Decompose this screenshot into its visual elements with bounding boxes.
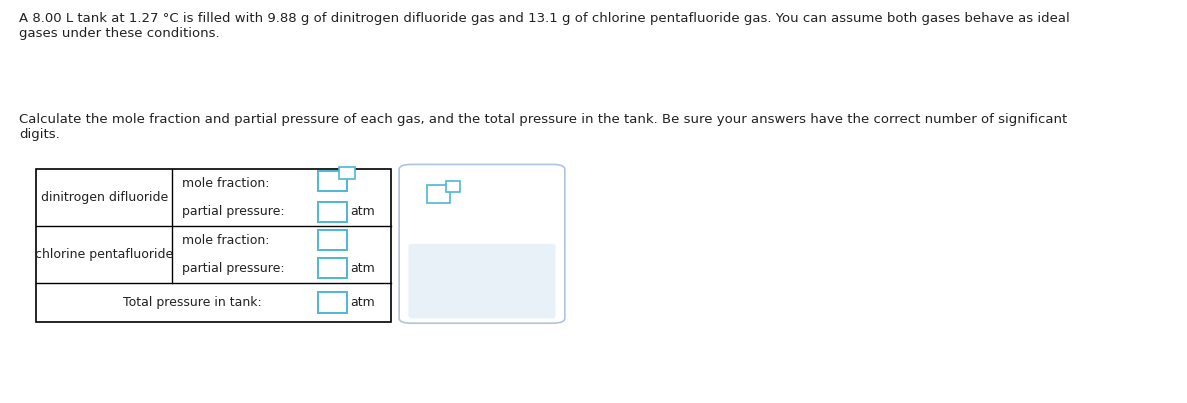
FancyBboxPatch shape	[408, 244, 556, 318]
FancyBboxPatch shape	[318, 171, 347, 191]
FancyBboxPatch shape	[446, 181, 459, 192]
Text: ↺: ↺	[459, 272, 475, 290]
FancyBboxPatch shape	[338, 167, 355, 179]
FancyBboxPatch shape	[427, 185, 450, 203]
Text: A 8.00 L tank at 1.27 °C is filled with 9.88 g of dinitrogen difluoride gas and : A 8.00 L tank at 1.27 °C is filled with …	[19, 12, 1069, 40]
Text: ×: ×	[425, 272, 440, 290]
FancyBboxPatch shape	[318, 202, 347, 222]
Text: dinitrogen difluoride: dinitrogen difluoride	[40, 191, 167, 204]
Text: ?: ?	[496, 272, 506, 290]
Text: Total pressure in tank:: Total pressure in tank:	[123, 296, 262, 309]
FancyBboxPatch shape	[318, 230, 347, 250]
Text: atm: atm	[350, 205, 375, 218]
FancyBboxPatch shape	[318, 258, 347, 278]
Text: atm: atm	[350, 262, 375, 275]
Text: Calculate the mole fraction and partial pressure of each gas, and the total pres: Calculate the mole fraction and partial …	[19, 113, 1067, 141]
FancyBboxPatch shape	[399, 164, 565, 323]
Text: partial pressure:: partial pressure:	[183, 205, 285, 218]
Text: atm: atm	[350, 296, 375, 309]
Text: x10: x10	[451, 187, 469, 197]
Text: mole fraction:: mole fraction:	[183, 177, 269, 190]
Text: chlorine pentafluoride: chlorine pentafluoride	[36, 248, 173, 261]
FancyBboxPatch shape	[318, 293, 347, 313]
Text: mole fraction:: mole fraction:	[183, 234, 269, 247]
Text: partial pressure:: partial pressure:	[183, 262, 285, 275]
